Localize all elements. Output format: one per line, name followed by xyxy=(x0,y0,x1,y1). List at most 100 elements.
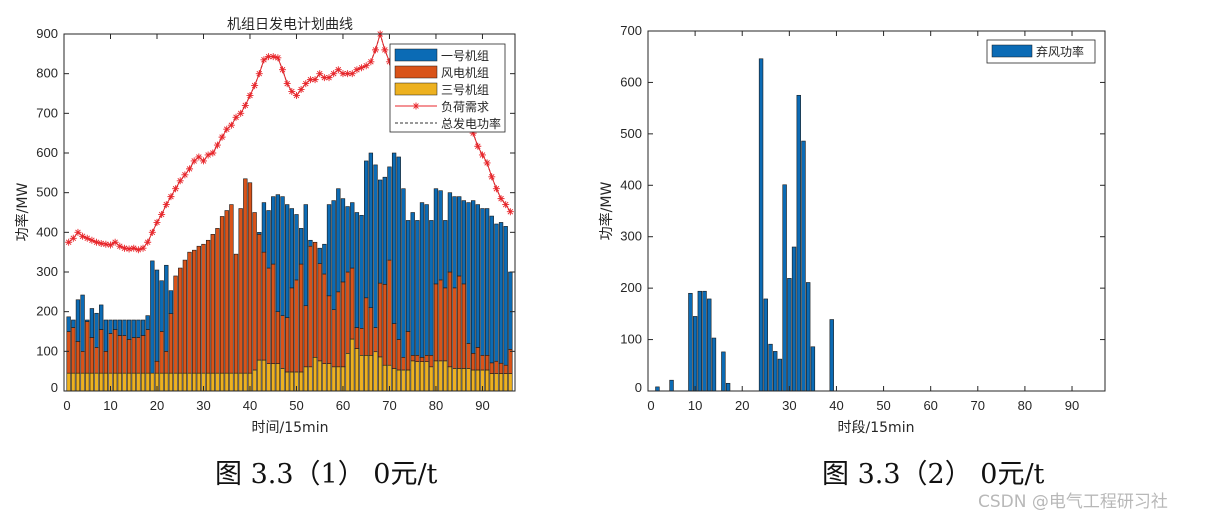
curtailment-bar xyxy=(702,290,707,392)
unit3-bar xyxy=(85,372,90,392)
load-demand-marker xyxy=(148,228,156,236)
wind-bar xyxy=(243,178,248,374)
unit1-bar xyxy=(345,206,350,273)
curtailment-bar xyxy=(697,290,703,392)
wind-bar xyxy=(447,271,453,368)
unit3-bar xyxy=(364,354,369,392)
wind-bar xyxy=(271,263,276,364)
wind-bar xyxy=(266,267,271,364)
wind-bar xyxy=(75,341,81,374)
wind-bar xyxy=(103,351,109,374)
wind-bar xyxy=(308,245,313,368)
unit1-bar xyxy=(103,319,109,352)
unit1-bar xyxy=(131,319,136,338)
unit1-bar xyxy=(136,319,141,338)
wind-bar xyxy=(336,291,341,368)
unit1-bar xyxy=(405,220,411,332)
wind-bar xyxy=(354,327,360,349)
wind-bar xyxy=(71,327,76,374)
wind-bar xyxy=(438,279,443,362)
unit3-bar xyxy=(136,372,141,392)
unit3-bar xyxy=(233,372,239,392)
wind-bar xyxy=(122,335,127,374)
unit1-bar xyxy=(429,220,434,356)
load-demand-marker xyxy=(478,151,486,159)
right-y-tick-label: 500 xyxy=(620,126,642,141)
unit1-bar xyxy=(498,222,504,364)
unit1-bar xyxy=(415,220,420,356)
load-demand-marker xyxy=(297,86,305,94)
wind-bar xyxy=(331,309,336,368)
load-demand-marker xyxy=(102,240,110,248)
unit1-bar xyxy=(457,196,462,277)
unit1-bar xyxy=(373,164,378,328)
wind-bar xyxy=(280,315,285,369)
unit3-bar xyxy=(396,369,401,392)
load-demand-marker xyxy=(302,80,310,88)
unit3-bar xyxy=(196,372,201,392)
unit3-bar xyxy=(126,372,132,392)
wind-bar xyxy=(187,251,192,374)
unit1-bar xyxy=(340,198,346,283)
wind-bar xyxy=(196,245,201,374)
unit1-bar xyxy=(322,243,327,275)
unit3-bar xyxy=(275,363,281,392)
unit3-bar xyxy=(238,372,243,392)
wind-bar xyxy=(210,234,215,374)
wind-bar xyxy=(164,351,169,374)
unit3-bar xyxy=(89,372,95,392)
unit1-bar xyxy=(410,212,415,356)
unit3-bar xyxy=(308,366,313,392)
right-y-axis-label: 功率/MW xyxy=(598,182,615,241)
unit1-bar xyxy=(261,202,267,253)
left-x-tick-label: 80 xyxy=(429,398,443,413)
unit1-bar xyxy=(350,202,355,269)
right-y-tick-label: 100 xyxy=(620,332,642,347)
wind-bar xyxy=(80,351,85,374)
curtailment-bar xyxy=(796,94,801,392)
wind-bar xyxy=(312,241,318,358)
wind-bar xyxy=(294,279,299,373)
wind-bar xyxy=(317,263,322,362)
load-demand-marker xyxy=(274,54,282,62)
unit3-bar xyxy=(345,353,350,392)
unit1-bar xyxy=(489,215,494,364)
load-demand-marker xyxy=(223,125,231,133)
wind-bar xyxy=(433,283,439,362)
unit3-bar xyxy=(280,368,285,392)
right-x-tick-label: 0 xyxy=(647,398,654,413)
unit3-bar xyxy=(373,351,378,392)
load-demand-marker xyxy=(334,66,342,74)
right-x-tick-label: 90 xyxy=(1065,398,1079,413)
load-demand-marker xyxy=(65,238,73,246)
unit1-bar xyxy=(168,290,174,314)
load-demand-marker xyxy=(139,244,147,252)
left-y-tick-label: 200 xyxy=(36,304,58,319)
unit1-bar xyxy=(396,156,401,340)
legend-label: 负荷需求 xyxy=(441,100,489,114)
load-demand-marker xyxy=(381,46,389,54)
unit3-bar xyxy=(94,372,99,392)
unit1-bar xyxy=(271,196,276,265)
load-demand-marker xyxy=(344,70,352,78)
unit3-bar xyxy=(145,372,150,392)
unit3-bar xyxy=(350,338,355,392)
load-demand-marker xyxy=(385,58,393,66)
caption-left: 图 3.3（1） 0元/t xyxy=(215,459,438,490)
left-x-tick-label: 50 xyxy=(289,398,303,413)
load-demand-marker xyxy=(83,234,91,242)
wind-bar xyxy=(219,216,225,374)
wind-bar xyxy=(238,208,243,374)
right-y-tick-label: 0 xyxy=(635,380,642,395)
unit1-bar xyxy=(298,228,304,265)
right-x-tick-label: 30 xyxy=(782,398,796,413)
load-demand-marker xyxy=(79,232,87,240)
unit1-bar xyxy=(99,304,104,330)
wind-bar xyxy=(340,281,346,368)
wind-bar xyxy=(201,243,206,374)
right-x-axis-label: 时段/15min xyxy=(838,420,915,436)
load-demand-marker xyxy=(209,149,217,157)
unit1-bar xyxy=(387,166,392,261)
load-demand-marker xyxy=(237,109,245,117)
load-demand-marker xyxy=(213,141,221,149)
